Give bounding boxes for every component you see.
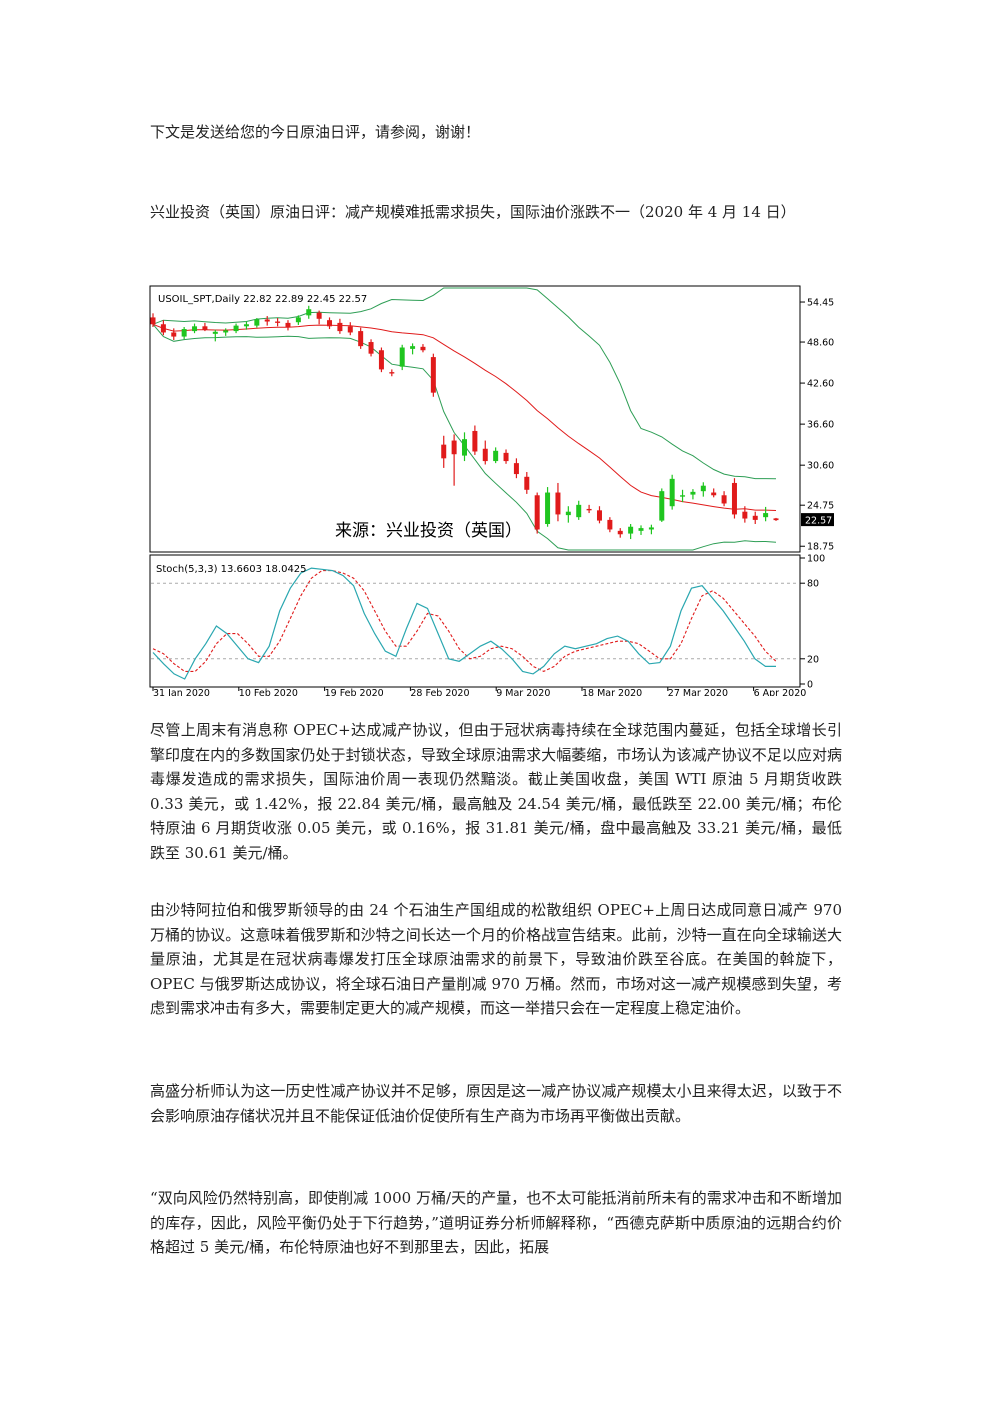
candle-body — [160, 324, 166, 333]
price-tick-label: 36.60 — [807, 420, 834, 431]
candle-body — [306, 309, 312, 316]
candle-body — [410, 346, 416, 349]
chart-watermark: 来源：兴业投资（英国） — [335, 521, 522, 541]
candle-body — [462, 439, 467, 456]
candle-body — [358, 331, 364, 347]
candle-body — [669, 478, 675, 507]
report-title: 兴业投资（英国）原油日评：减产规模难抵需求损失，国际油价涨跌不一（2020 年 … — [150, 203, 796, 221]
candle-body — [638, 528, 644, 531]
candle-body — [482, 448, 488, 462]
candle-body — [534, 495, 540, 530]
candle-body — [150, 317, 156, 325]
candle-body — [327, 320, 333, 327]
candle-body — [576, 504, 582, 518]
candle-body — [223, 330, 229, 333]
candle-body — [545, 492, 551, 525]
candle-body — [648, 527, 654, 530]
last-price-label: 22.57 — [805, 516, 832, 527]
candle-body — [503, 452, 509, 462]
candle-body — [596, 510, 602, 521]
candle-body — [233, 325, 239, 332]
price-tick-label: 42.60 — [807, 379, 834, 390]
paragraph-1: 尽管上周末有消息称 OPEC+达成减产协议，但由于冠状病毒持续在全球范围内蔓延，… — [150, 721, 842, 862]
x-tick-label: 10 Feb 2020 — [239, 688, 298, 696]
paragraph-3: 高盛分析师认为这一历史性减产协议并不足够，原因是这一减产协议减产规模太小且来得太… — [150, 1082, 842, 1125]
candle-body — [493, 450, 499, 462]
stoch-panel — [149, 554, 801, 688]
candle-body — [731, 482, 737, 515]
x-tick-label: 19 Feb 2020 — [325, 688, 384, 696]
candle-body — [441, 444, 447, 459]
candle-body — [275, 321, 281, 323]
candle-body — [212, 331, 218, 334]
candle-body — [513, 463, 519, 475]
x-tick-label: 6 Apr 2020 — [754, 688, 807, 696]
x-tick-label: 9 Mar 2020 — [496, 688, 550, 696]
candle-body — [711, 492, 717, 496]
candle-body — [285, 322, 291, 327]
x-tick-label: 31 Jan 2020 — [153, 688, 210, 696]
candle-body — [700, 485, 706, 492]
candle-body — [524, 476, 530, 490]
oil-price-chart: 54.45 48.60 42.60 36.60 30.60 24.75 18.75 22.57… — [149, 285, 834, 696]
candle-body — [295, 317, 301, 323]
candle-body — [181, 329, 187, 337]
candle-body — [192, 326, 198, 332]
candle-body — [389, 372, 395, 374]
stoch-tick-label: 100 — [807, 554, 825, 565]
candle-body — [690, 491, 696, 495]
candle-body — [607, 519, 613, 530]
candle-body — [399, 347, 405, 367]
candle-body — [264, 319, 270, 322]
candle-body — [659, 491, 665, 521]
x-tick-label: 27 Mar 2020 — [668, 688, 728, 696]
price-tick-label: 30.60 — [807, 461, 834, 472]
candle-body — [243, 324, 249, 327]
price-tick-label: 18.75 — [807, 542, 834, 553]
candle-body — [451, 440, 457, 455]
candle-body — [316, 312, 322, 319]
candle-body — [628, 526, 634, 534]
x-tick-label: 28 Feb 2020 — [410, 688, 469, 696]
candle-body — [763, 513, 769, 518]
stoch-header: Stoch(5,3,3) 13.6603 18.0425 — [156, 564, 307, 575]
stoch-tick-label: 0 — [807, 680, 813, 691]
paragraph-2: 由沙特阿拉伯和俄罗斯领导的由 24 个石油生产国组成的松散组织 OPEC+上周日… — [150, 901, 842, 1017]
price-tick-label: 48.60 — [807, 338, 834, 349]
candle-body — [617, 530, 623, 535]
paragraph-4: “双向风险仍然特别高，即使削减 1000 万桶/天的产量，也不太可能抵消前所未有… — [150, 1189, 842, 1256]
candle-body — [555, 492, 561, 515]
candle-body — [742, 511, 748, 519]
candle-body — [430, 357, 436, 393]
candle-body — [680, 495, 686, 497]
candle-body — [171, 332, 177, 337]
chart-header: USOIL_SPT,Daily 22.82 22.89 22.45 22.57 — [158, 294, 367, 305]
candle-body — [721, 495, 727, 504]
candle-body — [337, 322, 343, 332]
candle-body — [773, 518, 779, 521]
price-panel — [149, 285, 801, 553]
stoch-k-line — [152, 567, 776, 680]
stoch-tick-label: 20 — [807, 654, 819, 665]
candle-body — [420, 346, 426, 351]
candle-body — [254, 319, 260, 326]
candle-body — [472, 430, 478, 452]
stoch-tick-label: 80 — [807, 579, 819, 590]
candle-body — [202, 326, 208, 330]
intro-line: 下文是发送给您的今日原油日评，请参阅，谢谢！ — [150, 123, 481, 141]
x-tick-label: 18 Mar 2020 — [582, 688, 642, 696]
candle-body — [347, 326, 353, 333]
candle-body — [378, 350, 384, 370]
price-tick-label: 24.75 — [807, 501, 834, 512]
candle-body — [368, 342, 374, 354]
candle-body — [586, 508, 592, 511]
candle-body — [752, 515, 758, 520]
last-price-box — [801, 513, 834, 527]
price-tick-label: 54.45 — [807, 298, 834, 309]
candle-body — [565, 511, 571, 516]
